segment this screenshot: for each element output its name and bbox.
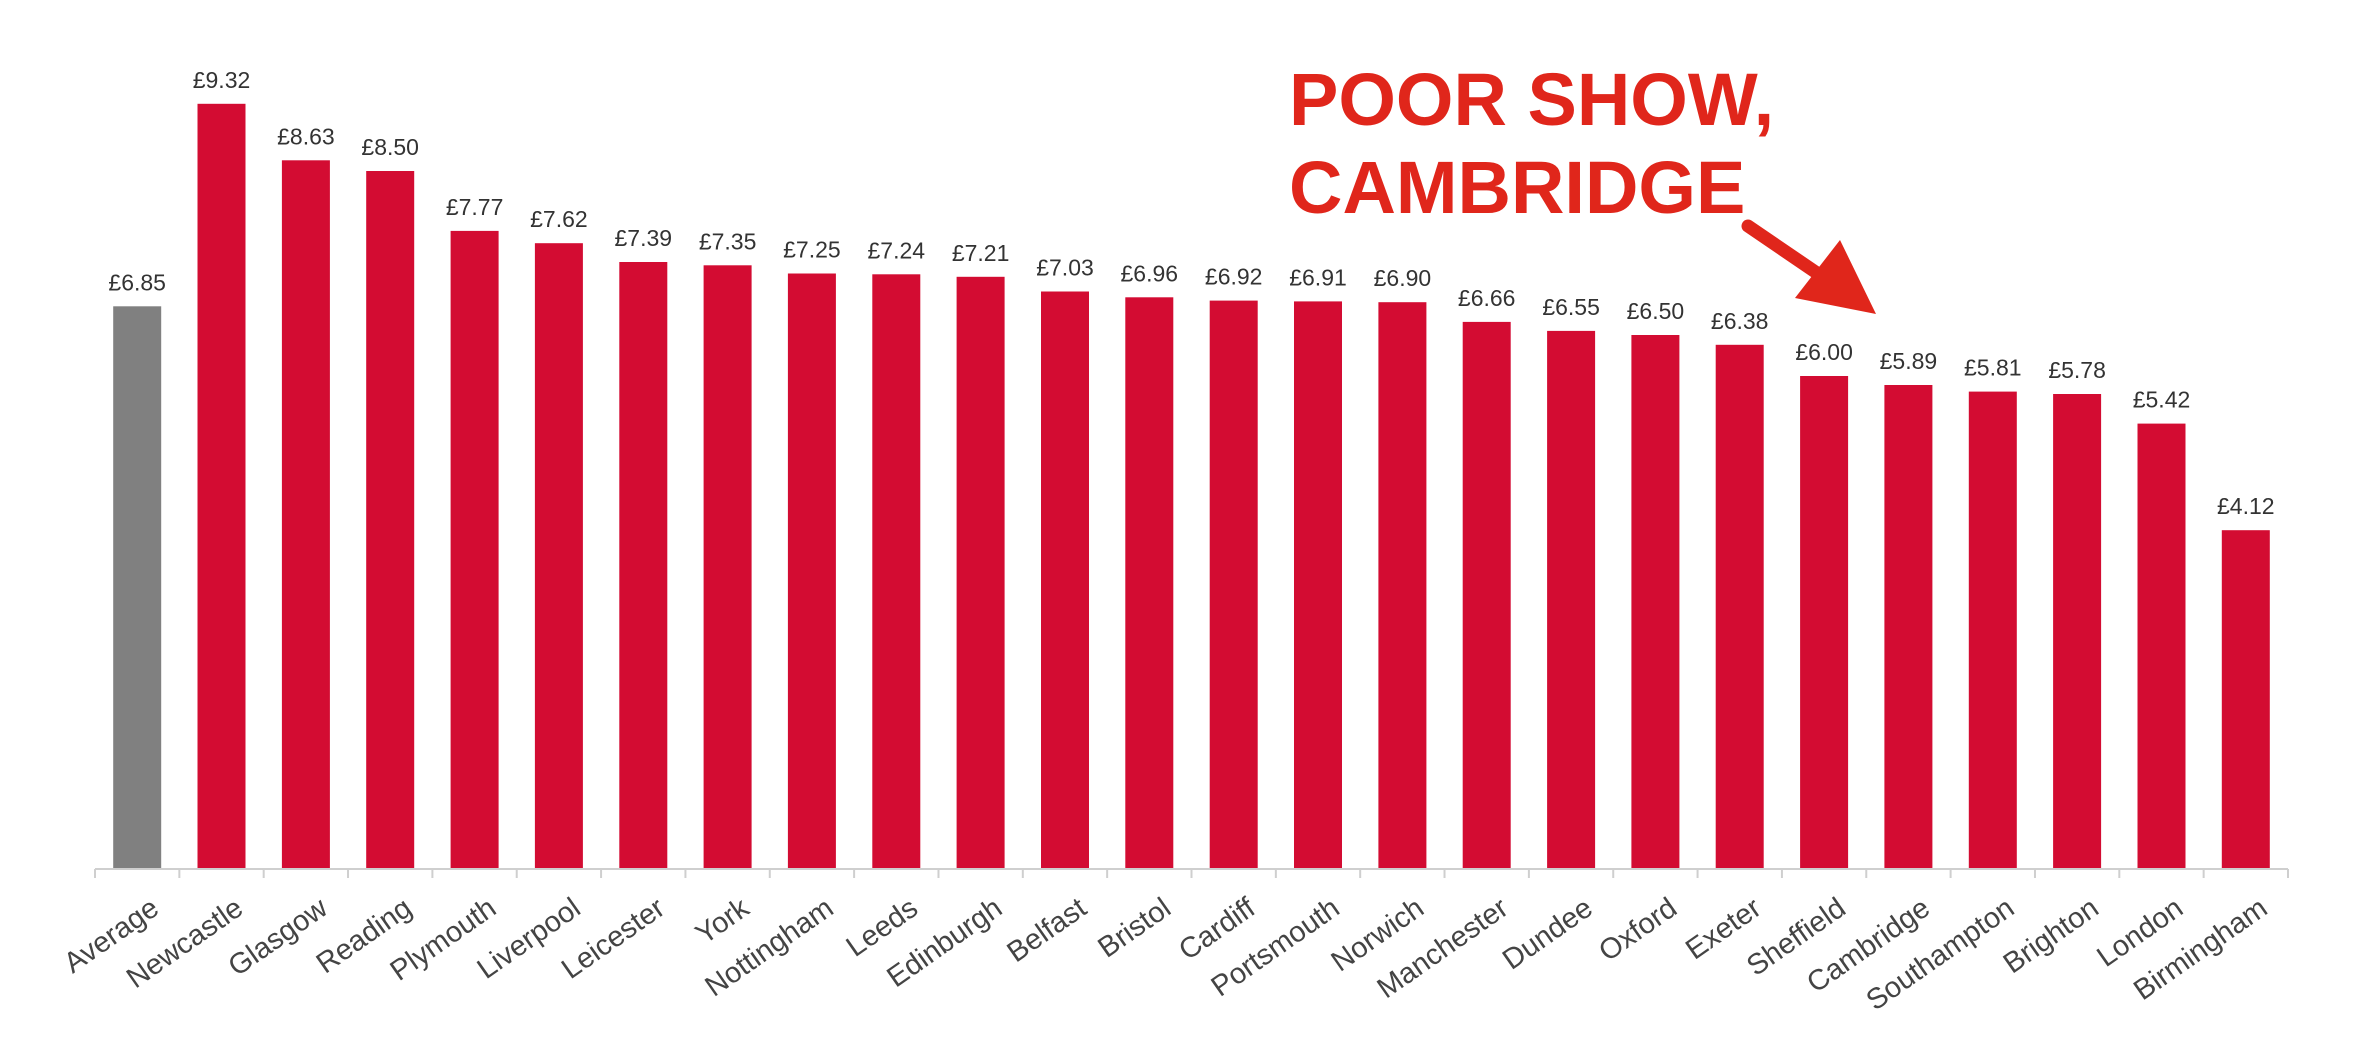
bar-leicester: [619, 262, 668, 868]
category-label-southampton: Southampton: [1861, 892, 2021, 1017]
bar-leeds: [872, 274, 921, 868]
value-label-birmingham: £4.12: [2217, 493, 2275, 519]
value-label-edinburgh: £7.21: [952, 240, 1010, 266]
bar-plymouth: [450, 230, 499, 868]
bar-cambridge: [1884, 385, 1933, 868]
bar-southampton: [1968, 391, 2017, 868]
bar-bristol: [1125, 297, 1174, 868]
value-label-belfast: £7.03: [1036, 255, 1094, 281]
value-label-liverpool: £7.62: [530, 206, 588, 232]
value-label-exeter: £6.38: [1711, 308, 1769, 334]
bar-belfast: [1041, 291, 1089, 868]
value-label-cambridge: £5.89: [1880, 348, 1938, 374]
value-label-york: £7.35: [699, 228, 757, 254]
value-label-portsmouth: £6.91: [1289, 264, 1347, 290]
value-label-oxford: £6.50: [1627, 298, 1685, 324]
category-label-brighton: Brighton: [1998, 892, 2105, 980]
bar-york: [703, 265, 752, 868]
value-label-average: £6.85: [108, 269, 166, 295]
value-label-leicester: £7.39: [615, 225, 673, 251]
value-label-glasgow: £8.63: [277, 123, 335, 149]
value-label-newcastle: £9.32: [193, 67, 251, 93]
value-label-brighton: £5.78: [2048, 357, 2106, 383]
annotation: POOR SHOW, CAMBRIDGE: [1289, 58, 1876, 314]
value-label-manchester: £6.66: [1458, 285, 1516, 311]
value-label-dundee: £6.55: [1542, 294, 1600, 320]
value-label-sheffield: £6.00: [1795, 339, 1853, 365]
annotation-arrow-icon: [1795, 240, 1876, 314]
value-label-cardiff: £6.92: [1205, 264, 1263, 290]
bar-liverpool: [534, 243, 583, 868]
bar-london: [2137, 423, 2186, 868]
bars-group: [113, 103, 2270, 869]
bar-edinburgh: [956, 276, 1005, 868]
annotation-line-2: CAMBRIDGE: [1289, 146, 1745, 229]
category-label-belfast: Belfast: [1001, 892, 1092, 969]
bar-oxford: [1631, 335, 1680, 868]
x-axis-ticks-group: [94, 869, 2289, 878]
bar-exeter: [1715, 344, 1764, 868]
value-label-bristol: £6.96: [1121, 260, 1179, 286]
category-label-dundee: Dundee: [1497, 892, 1599, 976]
bar-portsmouth: [1294, 301, 1342, 868]
bar-newcastle: [197, 103, 246, 869]
bar-dundee: [1547, 330, 1596, 868]
value-label-southampton: £5.81: [1964, 355, 2022, 381]
value-labels-group: £6.85 £9.32 £8.63 £8.50 £7.77 £7.62 £7.39 £7.35…: [108, 67, 2274, 519]
value-label-plymouth: £7.77: [446, 194, 504, 220]
category-label-bristol: Bristol: [1092, 892, 1176, 964]
value-label-london: £5.42: [2133, 387, 2191, 413]
category-labels-group: AverageNewcastleGlasgowReadingPlymouthLi…: [58, 891, 2273, 1017]
bar-manchester: [1462, 321, 1511, 868]
value-label-norwich: £6.90: [1374, 265, 1432, 291]
category-label-oxford: Oxford: [1593, 892, 1683, 968]
bar-cardiff: [1209, 300, 1258, 869]
annotation-line-1: POOR SHOW,: [1289, 58, 1774, 141]
category-label-york: York: [690, 892, 755, 951]
bar-birmingham: [2221, 530, 2270, 868]
bar-reading: [366, 171, 415, 868]
value-label-leeds: £7.24: [868, 237, 926, 263]
value-label-nottingham: £7.25: [783, 237, 841, 263]
bar-average: [113, 306, 162, 868]
value-label-reading: £8.50: [361, 134, 419, 160]
bar-sheffield: [1800, 376, 1849, 868]
bar-glasgow: [281, 160, 330, 869]
bar-brighton: [2053, 394, 2102, 868]
bar-nottingham: [787, 273, 836, 868]
bar-norwich: [1378, 302, 1427, 868]
